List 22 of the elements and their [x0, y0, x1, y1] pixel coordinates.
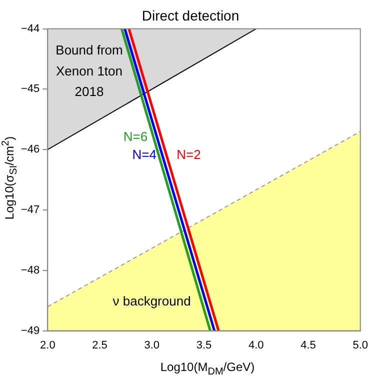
- x-tick-label: 4.0: [248, 339, 264, 352]
- x-tick-label: 3.5: [196, 339, 212, 352]
- y-tick-label: −46: [20, 144, 40, 156]
- x-tick-label: 3.0: [144, 339, 160, 352]
- series-label: N=2: [176, 147, 201, 162]
- y-tick-label: −44: [20, 22, 40, 35]
- x-tick-label: 4.5: [300, 339, 316, 352]
- y-tick-label: −48: [20, 264, 40, 276]
- y-tick-label: −45: [20, 83, 40, 96]
- series-label: N=6: [123, 129, 148, 144]
- x-tick-label: 5.0: [352, 339, 368, 352]
- x-tick-label: 2.0: [40, 339, 56, 352]
- y-tick-label: −49: [20, 324, 40, 337]
- annotation: Bound from: [56, 42, 123, 58]
- chart-title: Direct detection: [142, 7, 240, 24]
- x-axis-title: Log10(M$_{DM}$/GeV): [159, 360, 256, 377]
- series-label: N=4: [132, 147, 156, 162]
- annotation: ν background: [112, 294, 191, 309]
- y-tick-label: −47: [20, 204, 40, 216]
- annotation: Xenon 1ton: [56, 63, 123, 78]
- annotation: 2018: [74, 84, 104, 99]
- x-tick-label: 2.5: [92, 339, 108, 352]
